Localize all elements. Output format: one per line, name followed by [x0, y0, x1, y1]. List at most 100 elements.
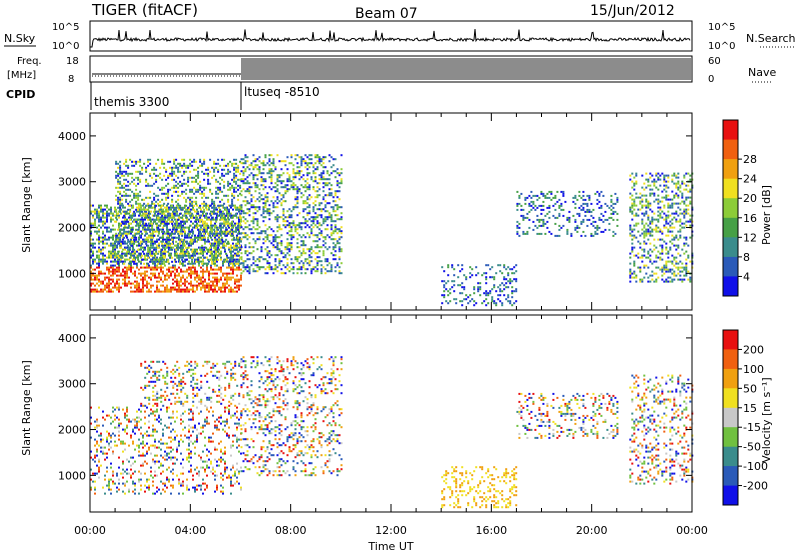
echo-cell [314, 266, 317, 269]
echo-cell [121, 172, 124, 175]
echo-cell [336, 180, 339, 183]
echo-cell [123, 262, 126, 265]
echo-cell [262, 220, 265, 223]
echo-cell [239, 244, 242, 247]
echo-cell [147, 202, 150, 205]
echo-cell [340, 230, 343, 233]
echo-cell [173, 216, 176, 219]
echo-cell [645, 212, 648, 215]
echo-cell [264, 236, 267, 239]
echo-cell [292, 224, 295, 227]
echo-cell [231, 198, 234, 201]
echo-cell [199, 186, 202, 189]
echo-cell [205, 226, 208, 229]
echo-cell [302, 208, 305, 211]
echo-cell [578, 206, 581, 209]
echo-cell [244, 162, 247, 165]
echo-cell [499, 284, 502, 287]
echo-cell [657, 188, 660, 191]
echo-cell [164, 206, 166, 209]
echo-cell [324, 216, 327, 219]
echo-cell [135, 188, 138, 191]
echo-cell [157, 158, 160, 161]
echo-cell [248, 190, 251, 193]
echo-cell [164, 278, 166, 281]
echo-cell [296, 200, 299, 203]
echo-cell [202, 286, 204, 289]
echo-cell [167, 202, 170, 205]
echo-cell [610, 204, 613, 207]
echo-cell [227, 184, 230, 187]
echo-cell [314, 180, 317, 183]
echo-cell [661, 244, 664, 247]
echo-cell [210, 266, 212, 269]
echo-cell [592, 220, 595, 223]
echo-cell [290, 236, 293, 239]
echo-cell [217, 180, 220, 183]
echo-cell [129, 194, 132, 197]
echo-cell [306, 182, 309, 185]
echo-cell [155, 240, 158, 243]
echo-cell [491, 288, 494, 291]
echo-cell [258, 160, 261, 163]
echo-cell [461, 292, 464, 295]
echo-cell [242, 210, 245, 213]
echo-cell [169, 248, 172, 251]
echo-cell [204, 288, 206, 291]
echo-cell [300, 244, 303, 247]
echo-cell [218, 266, 220, 269]
echo-cell [142, 226, 144, 229]
echo-cell [469, 266, 472, 269]
echo-cell [177, 256, 180, 259]
echo-cell [288, 230, 291, 233]
echo-cell [651, 174, 654, 177]
echo-cell [230, 286, 232, 289]
echo-cell [643, 240, 646, 243]
echo-cell [192, 286, 194, 289]
echo-cell [138, 206, 140, 209]
echo-cell [117, 166, 120, 169]
echo-cell [318, 224, 321, 227]
echo-cell [188, 226, 190, 229]
echo-cell [254, 186, 257, 189]
echo-cell [232, 288, 234, 291]
echo-cell [296, 258, 299, 261]
echo-cell [643, 230, 646, 233]
echo-cell [115, 186, 118, 189]
echo-cell [240, 252, 243, 255]
echo-cell [202, 264, 204, 267]
echo-cell [665, 246, 668, 249]
echo-cell [582, 206, 585, 209]
echo-cell [451, 280, 454, 283]
echo-cell [106, 218, 108, 221]
echo-cell [215, 244, 218, 247]
echo-cell [232, 260, 234, 263]
echo-cell [108, 270, 110, 273]
echo-cell [483, 272, 486, 275]
echo-cell [206, 262, 208, 265]
echo-cell [653, 194, 656, 197]
echo-cell [246, 270, 249, 273]
echo-cell [106, 210, 108, 213]
echo-cell [288, 176, 291, 179]
echo-cell [117, 240, 120, 243]
echo-cell [461, 264, 464, 267]
echo-cell [246, 190, 249, 193]
echo-cell [310, 232, 313, 235]
echo-cell [189, 176, 192, 179]
echo-cell [153, 256, 156, 259]
echo-cell [154, 290, 156, 293]
echo-cell [210, 288, 212, 291]
echo-cell [318, 182, 321, 185]
echo-cell [300, 184, 303, 187]
echo-cell [210, 264, 212, 267]
echo-cell [222, 286, 224, 289]
echo-cell [134, 274, 136, 277]
echo-cell [334, 194, 337, 197]
echo-cell [125, 222, 128, 225]
echo-cell [145, 208, 148, 211]
echo-cell [294, 158, 297, 161]
echo-cell [199, 206, 202, 209]
echo-cell [663, 280, 666, 283]
echo-cell [182, 256, 184, 259]
